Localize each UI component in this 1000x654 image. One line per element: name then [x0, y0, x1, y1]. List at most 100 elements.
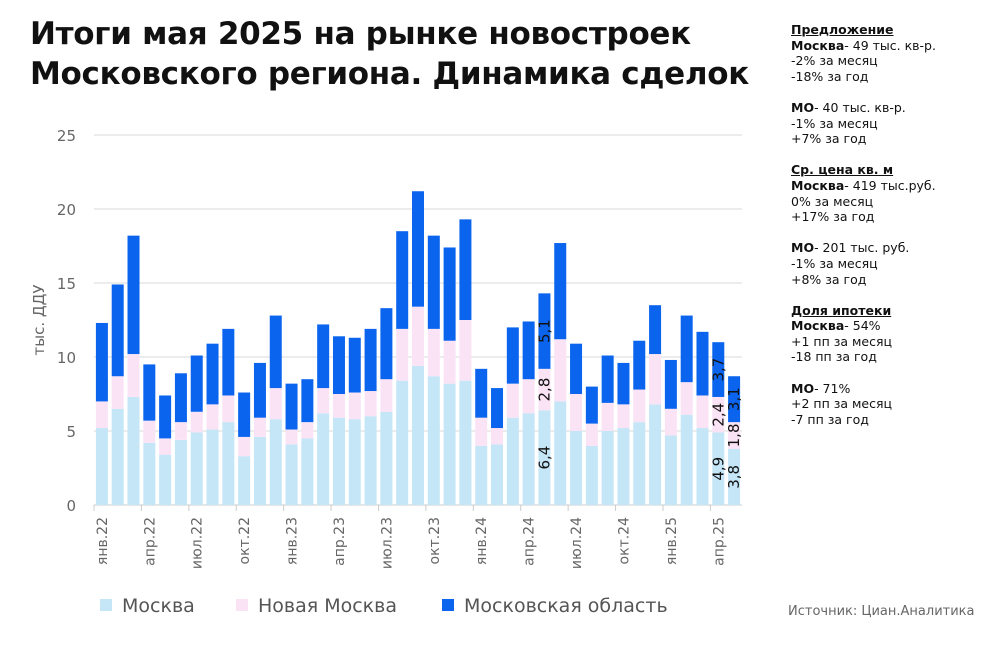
stat-main: МО- 201 тыс. руб.: [791, 240, 936, 256]
bar-segment: [127, 354, 140, 397]
bar-segment: [427, 328, 440, 377]
stat-region: МО: [791, 240, 815, 256]
x-tick-label: янв.22: [95, 517, 111, 565]
data-label: 3,8: [725, 465, 743, 489]
bar-segment: [396, 380, 409, 505]
stat-main: Москва- 49 тыс. кв-р.: [791, 38, 936, 54]
bar-segment: [712, 432, 725, 505]
stat-region: Москва: [791, 177, 845, 193]
bar-segment: [459, 219, 472, 320]
stat-region: МО: [791, 99, 815, 115]
bar-segment: [190, 432, 203, 505]
bar-segment: [554, 339, 567, 402]
legend-label: Московская область: [464, 595, 668, 617]
bar-segment: [475, 368, 488, 418]
bar-segment: [554, 243, 567, 340]
bar-segment: [680, 414, 693, 505]
stat-block: Предложение Москва- 49 тыс. кв-р. -2% за м…: [791, 22, 936, 84]
stat-change: +8% за год: [791, 271, 867, 287]
bar-segment: [143, 364, 156, 421]
bar-segment: [680, 315, 693, 383]
x-tick-label: янв.24: [474, 517, 490, 565]
bar-segment: [443, 247, 456, 341]
stat-region: МО: [791, 380, 815, 396]
bar-segment: [238, 436, 251, 457]
bar-segment: [522, 379, 535, 414]
bar-segment: [538, 410, 551, 505]
bar-segment: [680, 382, 693, 415]
bar-segment: [238, 456, 251, 505]
stat-value: - 71%: [814, 380, 851, 396]
bar-segment: [253, 417, 266, 437]
stat-region: Москва: [791, 318, 845, 334]
stat-heading: Предложение: [791, 22, 894, 37]
bar-segment: [585, 445, 598, 505]
legend-swatch: [442, 599, 454, 611]
x-tick-label: янв.23: [285, 517, 301, 565]
x-tick-label: янв.25: [664, 517, 680, 565]
legend-label: Новая Москва: [258, 595, 397, 617]
bar-segment: [127, 235, 140, 355]
bar-segment: [617, 428, 630, 505]
bar-segment: [222, 395, 235, 423]
bar-segment: [491, 388, 504, 429]
bar-segment: [649, 305, 662, 355]
bar-segment: [664, 408, 677, 436]
bar-segment: [143, 420, 156, 443]
bar-segment: [633, 340, 646, 390]
bar-segment: [443, 383, 456, 505]
stat-change: -18% за год: [791, 68, 869, 84]
bar-segment: [491, 444, 504, 505]
bar-segment: [301, 438, 314, 505]
bar-segment: [664, 435, 677, 505]
data-label: 4,9: [709, 457, 727, 481]
bar-segment: [585, 423, 598, 446]
bar-segment: [111, 376, 124, 409]
y-tick-label: 20: [57, 201, 76, 219]
bar-segment: [95, 322, 108, 402]
bar-segment: [174, 439, 187, 505]
bar-segment: [174, 373, 187, 423]
bar-segment: [728, 448, 741, 505]
bar-segment: [617, 362, 630, 405]
bar-segment: [348, 392, 361, 420]
bar-segment: [570, 394, 583, 431]
stat-main: Москва- 419 тыс.руб.: [791, 178, 936, 194]
bar-segment: [238, 392, 251, 437]
bar-segment: [475, 445, 488, 505]
stat-value: - 40 тыс. кв-р.: [814, 99, 906, 115]
data-label: 2,4: [709, 403, 727, 427]
bar-segment: [427, 235, 440, 329]
bar-segment: [348, 419, 361, 505]
bar-segment: [190, 411, 203, 433]
stat-block: Доля ипотеки Москва- 54% +1 пп за месяц -18…: [791, 303, 936, 365]
x-tick-label: июл.23: [379, 517, 395, 569]
bar-segment: [538, 293, 551, 369]
bar-segment: [190, 355, 203, 412]
bar-segment: [111, 408, 124, 505]
bar-segment: [206, 404, 219, 430]
data-label: 5,1: [535, 319, 553, 343]
bar-segment: [506, 417, 519, 505]
bar-segment: [348, 337, 361, 393]
bar-segment: [443, 340, 456, 384]
stat-value: - 201 тыс. руб.: [814, 240, 910, 256]
legend-swatch: [100, 599, 112, 611]
stat-change: +1 пп за месяц: [791, 333, 893, 349]
bar-segment: [285, 444, 298, 505]
bar-segment: [396, 231, 409, 329]
x-tick-label: июл.24: [569, 517, 585, 569]
bar-segment: [664, 359, 677, 409]
bar-segment: [570, 431, 583, 505]
bar-segment: [269, 419, 282, 505]
x-tick-label: окт.22: [237, 517, 253, 564]
bar-segment: [127, 396, 140, 505]
bar-segment: [459, 320, 472, 381]
page-title: Итоги мая 2025 на рынке новостроек Моско…: [30, 14, 749, 94]
bar-segment: [222, 422, 235, 505]
y-tick-label: 15: [57, 275, 76, 293]
data-label: 3,7: [709, 358, 727, 382]
stat-block: МО- 40 тыс. кв-р. -1% за месяц +7% за год: [791, 100, 936, 147]
bar-segment: [712, 342, 725, 397]
